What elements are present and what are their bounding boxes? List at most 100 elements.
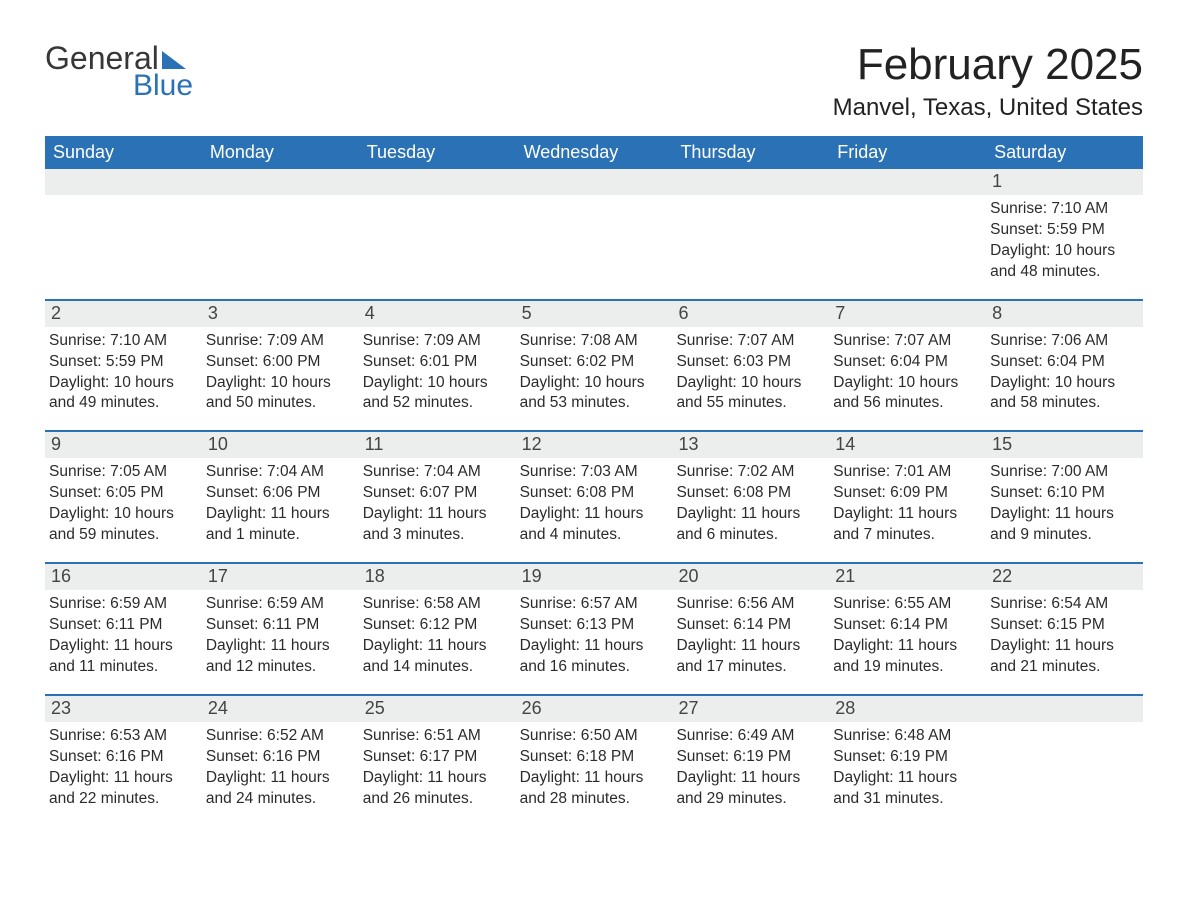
daylight-text: Daylight: 11 hours and 4 minutes. [520, 504, 667, 546]
day-details: Sunrise: 6:59 AMSunset: 6:11 PMDaylight:… [202, 594, 359, 678]
daylight-text: Daylight: 10 hours and 55 minutes. [676, 373, 823, 415]
sunset-text: Sunset: 5:59 PM [49, 352, 196, 373]
sunrise-text: Sunrise: 6:53 AM [49, 726, 196, 747]
day-details: Sunrise: 6:56 AMSunset: 6:14 PMDaylight:… [672, 594, 829, 678]
dow-cell: Saturday [986, 136, 1143, 169]
logo-triangle-icon [162, 51, 186, 69]
day-cell: 3 Sunrise: 7:09 AMSunset: 6:00 PMDaylight… [202, 301, 359, 431]
day-number: 6 [672, 301, 829, 327]
sunset-text: Sunset: 6:06 PM [206, 483, 353, 504]
day-number: 3 [202, 301, 359, 327]
day-details: Sunrise: 7:07 AMSunset: 6:04 PMDaylight:… [829, 331, 986, 415]
day-details: Sunrise: 6:52 AMSunset: 6:16 PMDaylight:… [202, 726, 359, 810]
header: General Blue February 2025 Manvel, Texas… [45, 40, 1143, 122]
day-number: 5 [516, 301, 673, 327]
sunset-text: Sunset: 6:12 PM [363, 615, 510, 636]
sunset-text: Sunset: 6:17 PM [363, 747, 510, 768]
daylight-text: Daylight: 11 hours and 7 minutes. [833, 504, 980, 546]
sunset-text: Sunset: 6:13 PM [520, 615, 667, 636]
logo-text-blue: Blue [133, 69, 193, 103]
day-cell: 28Sunrise: 6:48 AMSunset: 6:19 PMDayligh… [829, 696, 986, 826]
sunrise-text: Sunrise: 7:10 AM [990, 199, 1137, 220]
dow-cell: Wednesday [516, 136, 673, 169]
sunset-text: Sunset: 6:11 PM [206, 615, 353, 636]
calendar-body: 1Sunrise: 7:10 AMSunset: 5:59 PMDaylight… [45, 169, 1143, 825]
daylight-text: Daylight: 11 hours and 29 minutes. [676, 768, 823, 810]
day-cell [359, 169, 516, 299]
day-number: 14 [829, 432, 986, 458]
day-cell: 18Sunrise: 6:58 AMSunset: 6:12 PMDayligh… [359, 564, 516, 694]
day-cell: 15Sunrise: 7:00 AMSunset: 6:10 PMDayligh… [986, 432, 1143, 562]
day-cell: 1Sunrise: 7:10 AMSunset: 5:59 PMDaylight… [986, 169, 1143, 299]
week-row: 2Sunrise: 7:10 AMSunset: 5:59 PMDaylight… [45, 299, 1143, 431]
day-number: 24 [202, 696, 359, 722]
day-cell: 10Sunrise: 7:04 AMSunset: 6:06 PMDayligh… [202, 432, 359, 562]
sunset-text: Sunset: 6:19 PM [833, 747, 980, 768]
daylight-text: Daylight: 11 hours and 11 minutes. [49, 636, 196, 678]
day-number: 26 [516, 696, 673, 722]
month-title: February 2025 [833, 40, 1143, 90]
daylight-text: Daylight: 11 hours and 3 minutes. [363, 504, 510, 546]
sunset-text: Sunset: 6:04 PM [833, 352, 980, 373]
day-details: Sunrise: 7:03 AMSunset: 6:08 PMDaylight:… [516, 462, 673, 546]
week-row: 9Sunrise: 7:05 AMSunset: 6:05 PMDaylight… [45, 430, 1143, 562]
day-cell: 11Sunrise: 7:04 AMSunset: 6:07 PMDayligh… [359, 432, 516, 562]
day-number [829, 169, 986, 195]
day-details: Sunrise: 7:07 AMSunset: 6:03 PMDaylight:… [672, 331, 829, 415]
day-details: Sunrise: 7:09 AMSunset: 6:00 PMDaylight:… [202, 331, 359, 415]
sunset-text: Sunset: 6:15 PM [990, 615, 1137, 636]
day-cell: 7Sunrise: 7:07 AMSunset: 6:04 PMDaylight… [829, 301, 986, 431]
sunrise-text: Sunrise: 7:03 AM [520, 462, 667, 483]
sunset-text: Sunset: 6:19 PM [676, 747, 823, 768]
sunset-text: Sunset: 6:00 PM [206, 352, 353, 373]
day-number: 2 [45, 301, 202, 327]
day-details: Sunrise: 6:50 AMSunset: 6:18 PMDaylight:… [516, 726, 673, 810]
day-details: Sunrise: 7:10 AMSunset: 5:59 PMDaylight:… [45, 331, 202, 415]
day-cell [202, 169, 359, 299]
daylight-text: Daylight: 11 hours and 12 minutes. [206, 636, 353, 678]
daylight-text: Daylight: 11 hours and 22 minutes. [49, 768, 196, 810]
sunset-text: Sunset: 6:14 PM [833, 615, 980, 636]
sunset-text: Sunset: 6:07 PM [363, 483, 510, 504]
sunrise-text: Sunrise: 6:54 AM [990, 594, 1137, 615]
day-cell: 5Sunrise: 7:08 AMSunset: 6:02 PMDaylight… [516, 301, 673, 431]
sunrise-text: Sunrise: 7:10 AM [49, 331, 196, 352]
day-cell [516, 169, 673, 299]
sunset-text: Sunset: 6:09 PM [833, 483, 980, 504]
sunrise-text: Sunrise: 7:04 AM [206, 462, 353, 483]
day-cell: 21Sunrise: 6:55 AMSunset: 6:14 PMDayligh… [829, 564, 986, 694]
sunset-text: Sunset: 6:03 PM [676, 352, 823, 373]
logo: General Blue [45, 40, 193, 103]
day-details: Sunrise: 6:53 AMSunset: 6:16 PMDaylight:… [45, 726, 202, 810]
sunrise-text: Sunrise: 6:59 AM [206, 594, 353, 615]
daylight-text: Daylight: 10 hours and 50 minutes. [206, 373, 353, 415]
day-cell: 20 Sunrise: 6:56 AMSunset: 6:14 PMDayligh… [672, 564, 829, 694]
daylight-text: Daylight: 11 hours and 26 minutes. [363, 768, 510, 810]
sunset-text: Sunset: 6:10 PM [990, 483, 1137, 504]
day-number: 21 [829, 564, 986, 590]
day-cell: 17 Sunrise: 6:59 AMSunset: 6:11 PMDayligh… [202, 564, 359, 694]
day-number [672, 169, 829, 195]
day-number: 8 [986, 301, 1143, 327]
dow-cell: Monday [202, 136, 359, 169]
dow-cell: Friday [829, 136, 986, 169]
daylight-text: Daylight: 11 hours and 14 minutes. [363, 636, 510, 678]
day-number: 12 [516, 432, 673, 458]
day-cell: 16Sunrise: 6:59 AMSunset: 6:11 PMDayligh… [45, 564, 202, 694]
day-cell: 8Sunrise: 7:06 AMSunset: 6:04 PMDaylight… [986, 301, 1143, 431]
day-number: 23 [45, 696, 202, 722]
day-number: 10 [202, 432, 359, 458]
day-number: 19 [516, 564, 673, 590]
day-number: 20 [672, 564, 829, 590]
sunrise-text: Sunrise: 6:58 AM [363, 594, 510, 615]
sunrise-text: Sunrise: 7:07 AM [676, 331, 823, 352]
sunrise-text: Sunrise: 6:59 AM [49, 594, 196, 615]
day-cell [829, 169, 986, 299]
daylight-text: Daylight: 10 hours and 58 minutes. [990, 373, 1137, 415]
day-number [202, 169, 359, 195]
day-cell: 12 Sunrise: 7:03 AMSunset: 6:08 PMDayligh… [516, 432, 673, 562]
day-number: 28 [829, 696, 986, 722]
sunrise-text: Sunrise: 7:05 AM [49, 462, 196, 483]
day-cell [45, 169, 202, 299]
day-number: 17 [202, 564, 359, 590]
